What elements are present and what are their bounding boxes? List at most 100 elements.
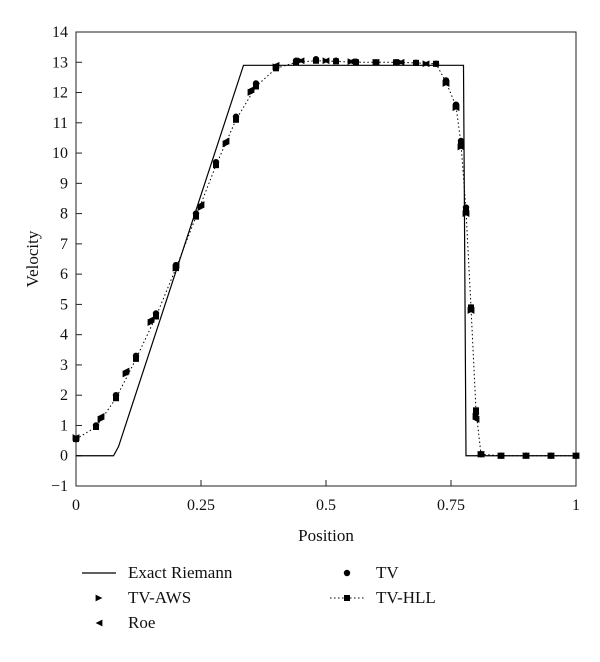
data-point xyxy=(122,367,130,375)
legend-item: TV-AWS xyxy=(95,588,191,607)
data-point xyxy=(213,162,219,169)
data-point xyxy=(233,116,239,123)
data-point xyxy=(393,59,399,66)
y-tick-label: 0 xyxy=(60,448,68,465)
series-layer xyxy=(72,56,580,460)
data-point xyxy=(147,319,155,326)
y-tick-label: 4 xyxy=(60,327,68,344)
y-tick-label: 6 xyxy=(60,266,68,283)
series-1 xyxy=(72,56,580,459)
legend-item: TV-HLL xyxy=(330,588,436,607)
data-point xyxy=(97,412,105,420)
data-point xyxy=(472,412,480,420)
y-tick-label: 8 xyxy=(60,206,68,223)
y-tick-label: 10 xyxy=(52,145,68,162)
data-point xyxy=(347,58,355,66)
legend: Exact Riemann TV TV-AWS TV-HLL Roe xyxy=(82,563,436,632)
x-tick-label: 0.25 xyxy=(187,497,215,514)
data-point xyxy=(547,452,555,460)
y-tick-label: 14 xyxy=(52,24,68,41)
data-point xyxy=(93,423,99,430)
legend-item: Roe xyxy=(95,613,155,632)
data-point xyxy=(253,83,259,90)
legend-label: TV-AWS xyxy=(128,588,191,607)
data-point xyxy=(372,58,380,66)
data-point xyxy=(222,137,230,145)
series-3 xyxy=(73,57,579,459)
data-point xyxy=(247,89,255,96)
data-point xyxy=(472,416,480,423)
y-axis-label: Velocity xyxy=(23,230,42,287)
y-tick-label: 9 xyxy=(60,175,68,192)
data-point xyxy=(468,304,474,311)
y-tick-label: 11 xyxy=(53,115,68,132)
data-point xyxy=(452,104,460,112)
data-point xyxy=(467,307,475,314)
data-point xyxy=(197,201,205,208)
data-point xyxy=(153,313,159,320)
data-point xyxy=(462,210,470,217)
data-point xyxy=(413,59,419,66)
data-point xyxy=(147,316,155,323)
data-point xyxy=(422,60,430,68)
data-point xyxy=(72,434,80,441)
x-axis-label: Position xyxy=(298,526,354,545)
data-point xyxy=(172,261,180,269)
data-point xyxy=(458,140,464,147)
data-point xyxy=(322,57,330,65)
data-point xyxy=(133,355,139,362)
data-point xyxy=(122,370,130,378)
data-point xyxy=(433,60,439,67)
y-tick-label: 7 xyxy=(60,236,68,253)
legend-item: TV xyxy=(343,563,399,582)
data-point xyxy=(193,213,199,220)
data-point xyxy=(247,86,255,93)
legend-label: Roe xyxy=(128,613,155,632)
y-tick-label: 3 xyxy=(60,357,68,374)
y-tick-label: 2 xyxy=(60,387,68,404)
series-0 xyxy=(76,64,576,457)
data-point xyxy=(113,395,119,402)
data-point xyxy=(473,407,479,414)
x-axis-ticks: 0 0.25 0.5 0.75 1 xyxy=(72,480,580,514)
data-point xyxy=(273,65,279,72)
legend-item: Exact Riemann xyxy=(82,563,233,582)
series-4 xyxy=(72,57,580,460)
data-point xyxy=(457,143,465,151)
data-point xyxy=(313,57,319,64)
data-point xyxy=(272,61,280,69)
legend-label: Exact Riemann xyxy=(128,563,233,582)
data-point xyxy=(293,59,299,66)
data-point xyxy=(497,452,505,460)
y-tick-label: 12 xyxy=(52,85,68,102)
data-point xyxy=(173,265,179,272)
data-point xyxy=(463,207,469,214)
data-point xyxy=(297,57,305,65)
x-tick-label: 0.75 xyxy=(437,497,465,514)
data-point xyxy=(353,59,359,66)
x-tick-label: 1 xyxy=(572,497,580,514)
plot-frame xyxy=(75,31,577,487)
legend-marker xyxy=(95,619,103,627)
y-tick-label: 13 xyxy=(52,54,68,71)
data-point xyxy=(522,452,530,460)
legend-label: TV-HLL xyxy=(376,588,436,607)
legend-label: TV xyxy=(376,563,399,582)
data-point xyxy=(397,58,405,66)
data-point xyxy=(333,58,339,65)
y-tick-label: 5 xyxy=(60,296,68,313)
data-point xyxy=(442,80,450,87)
y-tick-label: 1 xyxy=(60,417,68,434)
legend-marker xyxy=(95,594,103,602)
x-tick-label: 0 xyxy=(72,497,80,514)
series-line xyxy=(76,64,576,457)
data-point xyxy=(572,452,580,460)
legend-marker xyxy=(343,569,351,577)
legend-marker xyxy=(344,595,350,601)
y-tick-label: −1 xyxy=(51,478,68,495)
x-tick-label: 0.5 xyxy=(316,497,336,514)
series-line xyxy=(75,60,576,457)
series-2 xyxy=(72,57,580,460)
